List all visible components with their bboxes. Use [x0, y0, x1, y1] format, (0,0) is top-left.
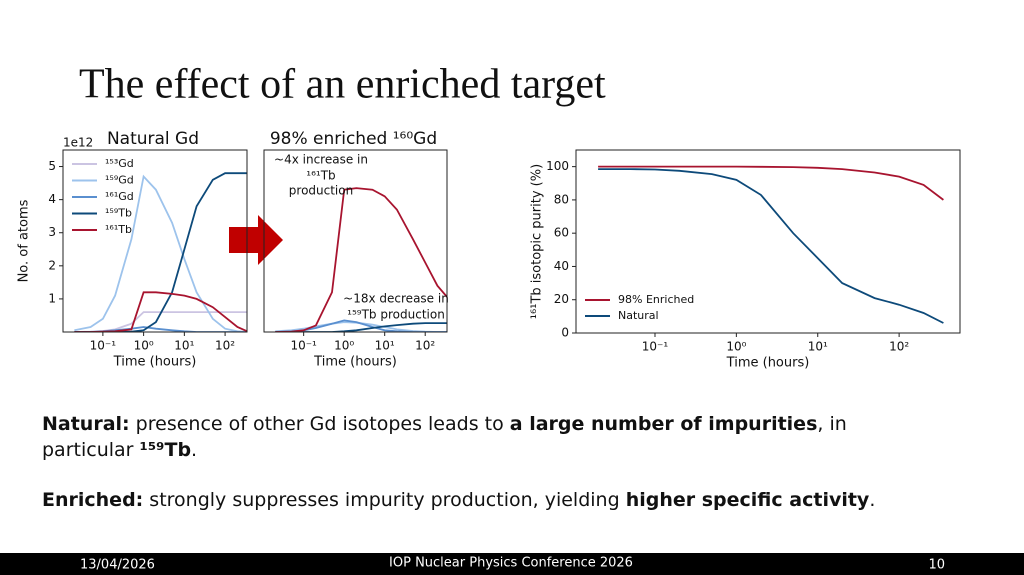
series-line [598, 165, 944, 201]
series-line [74, 174, 247, 332]
annotation: ~4x increase in [274, 153, 368, 167]
x-tick-label: 10² [415, 339, 435, 353]
plot-frame [575, 149, 961, 334]
series-line [275, 322, 447, 332]
legend-label: ¹⁵⁹Gd [105, 174, 134, 187]
series-line [598, 168, 944, 324]
body-run: . [191, 439, 197, 461]
x-axis-label: Time (hours) [113, 355, 197, 370]
y-tick-label: 20 [554, 292, 569, 306]
body-run: presence of other Gd isotopes leads to [130, 413, 510, 435]
y-axis-label: No. of atoms [17, 199, 32, 282]
body-run: particular [42, 439, 140, 461]
legend-label: ¹⁵⁹Tb [105, 207, 132, 220]
body-line: Natural: presence of other Gd isotopes l… [42, 413, 847, 435]
body-run: strongly suppresses impurity production,… [143, 489, 625, 511]
x-axis-label: Time (hours) [726, 356, 810, 371]
series-line [74, 172, 247, 332]
legend-label: ¹⁶¹Tb [105, 223, 132, 236]
arrow [229, 215, 283, 265]
plot-frame [62, 149, 248, 333]
y-tick-label: 2 [48, 258, 56, 272]
series-line [275, 187, 447, 332]
legend-label: ¹⁵³Gd [105, 157, 134, 170]
footer-date: 13/04/2026 [80, 558, 155, 573]
x-tick-label: 10⁻¹ [290, 339, 317, 353]
body-run: . [869, 489, 875, 511]
annotation: ¹⁵⁹Tb production [347, 308, 445, 322]
x-axis-label: Time (hours) [313, 355, 397, 370]
y-tick-label: 5 [48, 159, 56, 173]
y-tick-label: 40 [554, 259, 569, 273]
y-tick-label: 80 [554, 192, 569, 206]
x-tick-label: 10² [889, 340, 909, 354]
legend-label: Natural [618, 309, 659, 322]
footer-bar [0, 553, 1024, 575]
x-tick-label: 10⁰ [134, 339, 154, 353]
x-tick-label: 10² [215, 339, 235, 353]
x-tick-label: 10¹ [375, 339, 395, 353]
body-run: ¹⁵⁹Tb [140, 439, 192, 461]
y-tick-label: 4 [48, 192, 56, 206]
body-run: higher specific activity [626, 489, 870, 511]
body-run: a large number of impurities [510, 413, 818, 435]
annotation: ¹⁶¹Tb [306, 169, 335, 183]
y-axis-label: ¹⁶¹Tb isotopic purity (%) [530, 164, 545, 319]
body-run: , in [817, 413, 846, 435]
y-tick-label: 0 [561, 326, 569, 340]
body-line: Enriched: strongly suppresses impurity p… [42, 489, 875, 511]
y-offset-label: 1e12 [63, 136, 93, 150]
legend-label: ¹⁶¹Gd [105, 190, 134, 203]
x-tick-label: 10¹ [174, 339, 194, 353]
x-tick-label: 10¹ [808, 340, 828, 354]
plot-frame [263, 149, 448, 333]
x-tick-label: 10⁰ [726, 340, 746, 354]
body-run: Natural: [42, 413, 130, 435]
annotation: ~18x decrease in [343, 292, 449, 306]
y-tick-label: 100 [546, 159, 569, 173]
x-tick-label: 10⁰ [334, 339, 354, 353]
legend-label: 98% Enriched [618, 293, 694, 306]
footer-event: IOP Nuclear Physics Conference 2026 [389, 556, 633, 571]
footer-page: 10 [928, 558, 945, 573]
y-tick-label: 60 [554, 226, 569, 240]
y-tick-label: 1 [48, 291, 56, 305]
body-run: Enriched: [42, 489, 143, 511]
annotation: production [289, 184, 353, 198]
body-line: particular ¹⁵⁹Tb. [42, 439, 197, 461]
x-tick-label: 10⁻¹ [90, 339, 117, 353]
chart-title: Natural Gd [107, 129, 199, 149]
x-tick-label: 10⁻¹ [642, 340, 669, 354]
chart-title: 98% enriched ¹⁶⁰Gd [270, 129, 437, 149]
y-tick-label: 3 [48, 225, 56, 239]
slide-title: The effect of an enriched target [79, 62, 606, 108]
